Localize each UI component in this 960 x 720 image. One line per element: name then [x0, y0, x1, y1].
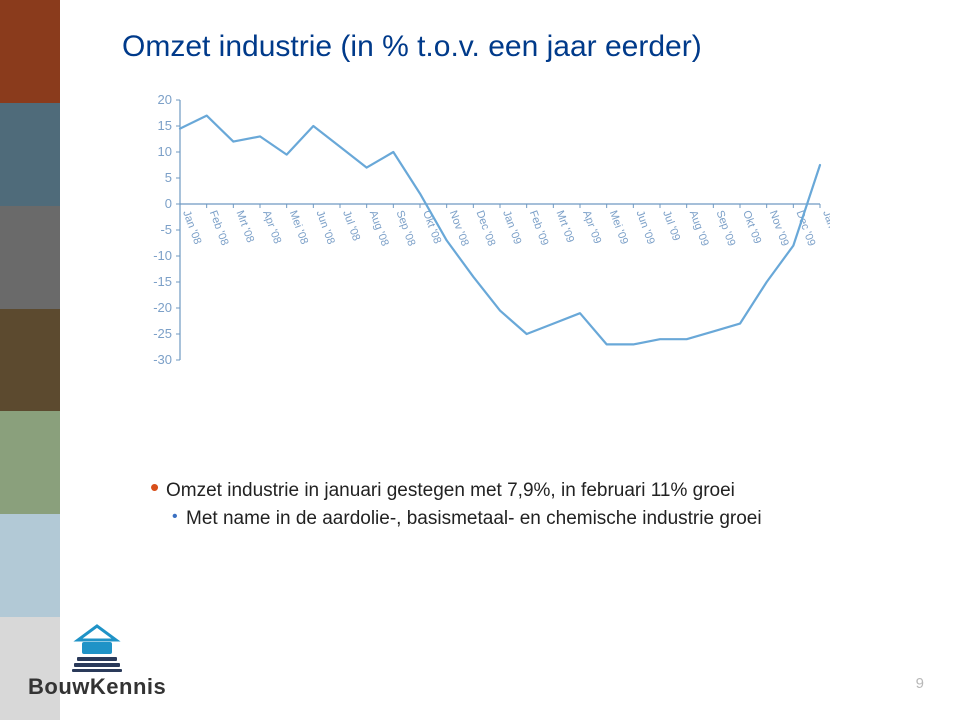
bullet-level1: Omzet industrie in januari gestegen met …	[150, 480, 870, 502]
bullet-list: Omzet industrie in januari gestegen met …	[150, 480, 870, 530]
svg-text:-5: -5	[160, 222, 172, 237]
svg-text:Mrt '09: Mrt '09	[554, 209, 577, 244]
svg-text:Okt '09: Okt '09	[740, 209, 763, 246]
svg-text:Jul '08: Jul '08	[340, 209, 362, 243]
chart-svg: 20151050-5-10-15-20-25-30Jan '08Feb '08M…	[130, 90, 830, 450]
svg-text:Aug '09: Aug '09	[687, 209, 711, 248]
svg-text:10: 10	[158, 144, 172, 159]
sidebar-tile	[0, 206, 60, 309]
svg-text:Dec '08: Dec '08	[474, 209, 498, 248]
logo-mark-icon	[72, 624, 122, 672]
svg-text:Apr '09: Apr '09	[580, 209, 603, 246]
svg-text:Mrt '08: Mrt '08	[234, 209, 257, 244]
svg-text:Mei '08: Mei '08	[287, 209, 310, 246]
svg-text:Nov '08: Nov '08	[447, 209, 471, 248]
svg-text:Jan '09: Jan '09	[820, 209, 830, 246]
sidebar-tile	[0, 514, 60, 617]
svg-text:Jun '08: Jun '08	[314, 209, 337, 246]
svg-text:Jan '09: Jan '09	[500, 209, 523, 246]
svg-text:Jul '09: Jul '09	[660, 209, 682, 243]
svg-text:Apr '08: Apr '08	[260, 209, 283, 246]
industry-turnover-chart: 20151050-5-10-15-20-25-30Jan '08Feb '08M…	[130, 90, 830, 450]
svg-text:Sep '08: Sep '08	[394, 209, 418, 248]
svg-text:-15: -15	[153, 274, 172, 289]
svg-text:Feb '09: Feb '09	[527, 209, 551, 247]
svg-text:-20: -20	[153, 300, 172, 315]
brand-logo: BouwKennis	[28, 624, 166, 700]
svg-text:20: 20	[158, 92, 172, 107]
svg-text:-10: -10	[153, 248, 172, 263]
svg-text:Nov '09: Nov '09	[767, 209, 791, 248]
svg-text:5: 5	[165, 170, 172, 185]
page-number: 9	[916, 675, 924, 692]
svg-text:Jan '08: Jan '08	[180, 209, 203, 246]
svg-text:Dec '09: Dec '09	[794, 209, 818, 248]
svg-text:0: 0	[165, 196, 172, 211]
logo-text: BouwKennis	[28, 674, 166, 700]
sidebar-tile	[0, 411, 60, 514]
svg-text:Jun '09: Jun '09	[634, 209, 657, 246]
sidebar-image-strip	[0, 0, 60, 720]
svg-text:15: 15	[158, 118, 172, 133]
svg-text:-30: -30	[153, 352, 172, 367]
svg-text:Sep '09: Sep '09	[714, 209, 738, 248]
sidebar-tile	[0, 0, 60, 103]
svg-text:Aug '08: Aug '08	[367, 209, 391, 248]
sidebar-tile	[0, 103, 60, 206]
svg-text:Mei '09: Mei '09	[607, 209, 630, 246]
sidebar-tile	[0, 309, 60, 412]
svg-text:Feb '08: Feb '08	[207, 209, 231, 247]
svg-text:-25: -25	[153, 326, 172, 341]
slide-title: Omzet industrie (in % t.o.v. een jaar ee…	[122, 30, 702, 64]
bullet-level2: Met name in de aardolie-, basismetaal- e…	[150, 508, 870, 530]
